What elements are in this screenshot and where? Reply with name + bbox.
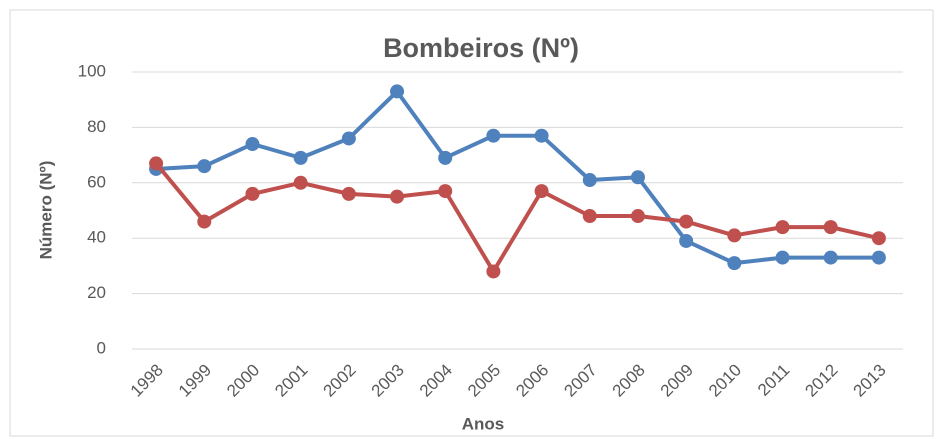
data-point: [727, 228, 742, 243]
data-point: [149, 156, 164, 171]
data-point: [775, 220, 790, 235]
data-point: [438, 150, 453, 165]
data-point: [341, 131, 356, 146]
data-point: [390, 189, 405, 204]
y-tick-label: 100: [78, 61, 106, 80]
y-tick-label: 0: [97, 338, 106, 357]
data-point: [197, 159, 212, 174]
data-point: [390, 84, 405, 99]
data-point: [293, 150, 308, 165]
series-line: [154, 162, 880, 274]
data-point: [823, 250, 838, 265]
data-point: [438, 184, 453, 199]
y-tick-label: 20: [87, 283, 106, 302]
data-point: [679, 233, 694, 248]
data-point: [871, 231, 886, 246]
data-point: [293, 175, 308, 190]
data-point: [871, 250, 886, 265]
data-point: [727, 256, 742, 271]
chart-title: Bombeiros (Nº): [383, 33, 579, 63]
data-point: [534, 184, 549, 199]
data-point: [534, 128, 549, 143]
data-point: [630, 170, 645, 185]
data-point: [197, 214, 212, 229]
y-tick-label: 80: [87, 117, 106, 136]
data-point: [582, 209, 597, 224]
data-point: [775, 250, 790, 265]
data-point: [630, 209, 645, 224]
y-tick-label: 60: [87, 172, 106, 191]
data-point: [486, 264, 501, 279]
series-line: [155, 89, 879, 266]
y-tick-label: 40: [87, 228, 106, 247]
data-point: [582, 173, 597, 188]
x-axis-label: Anos: [462, 414, 505, 433]
data-point: [245, 137, 260, 152]
data-point: [486, 128, 501, 143]
data-point: [245, 186, 260, 201]
data-point: [679, 214, 694, 229]
y-axis-label: Número (Nº): [36, 161, 55, 260]
data-point: [341, 186, 356, 201]
data-point: [823, 220, 838, 235]
